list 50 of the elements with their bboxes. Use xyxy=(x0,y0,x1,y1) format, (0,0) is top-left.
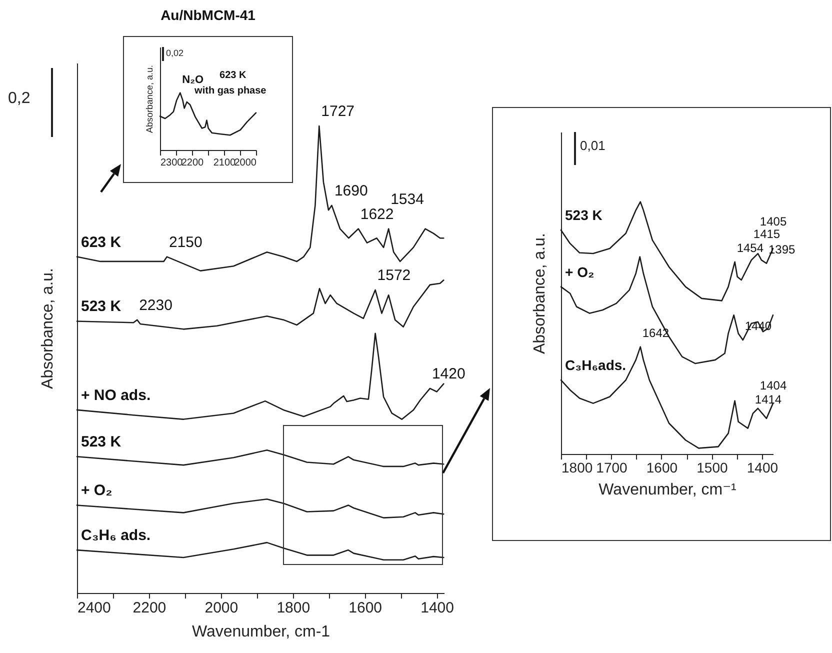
annotation: 1395 xyxy=(768,242,796,256)
annotation: 1572 xyxy=(377,266,411,284)
annotation: N₂O xyxy=(182,74,204,86)
x-tick-label: 1500 xyxy=(696,460,728,476)
x-tick-label: 2000 xyxy=(234,158,257,168)
x-tick-label: 1800 xyxy=(276,600,310,616)
x-tick-label: 1700 xyxy=(596,460,628,476)
x-tick-label: 1800 xyxy=(562,460,593,476)
annotation: 1420 xyxy=(432,365,466,382)
x-tick-label: 2100 xyxy=(213,158,236,168)
annotation: 1534 xyxy=(390,190,424,208)
series-label: + NO ads. xyxy=(81,386,151,404)
series-label: C₃H₆ads. xyxy=(565,357,626,374)
x-tick-label: 1400 xyxy=(420,600,454,616)
y-axis-title: Absorbance, a.u. xyxy=(144,64,154,134)
x-axis-title: Wavenumber, cm-1 xyxy=(192,624,330,640)
series-label: 523 K xyxy=(81,434,122,451)
series-label: 623 K xyxy=(81,234,122,251)
x-axis-title: Wavenumber, cm⁻¹ xyxy=(598,482,736,498)
annotation: 1405 xyxy=(760,214,787,229)
annotation: 1690 xyxy=(334,182,368,200)
text: 0,2 xyxy=(8,90,30,108)
annotation: 1454 xyxy=(736,240,764,255)
x-tick-label: 2200 xyxy=(132,600,166,616)
text: 0,01 xyxy=(580,138,606,153)
annotation: 2150 xyxy=(168,234,202,251)
chart-title: Au/NbMCM-41 xyxy=(160,7,256,23)
annotation: 1414 xyxy=(754,392,782,406)
series-label: 523 K xyxy=(565,207,602,224)
x-tick-label: 2200 xyxy=(181,158,204,168)
annotation: 1622 xyxy=(360,206,394,223)
x-tick-label: 1600 xyxy=(348,600,382,616)
series-label: 523 K xyxy=(81,298,122,316)
x-tick-label: 1400 xyxy=(746,460,778,476)
annotation: with gas phase xyxy=(194,85,267,96)
series-label: C₃H₆ ads. xyxy=(81,527,151,544)
text: 0,02 xyxy=(166,48,184,58)
series-label: + O₂ xyxy=(565,264,594,280)
annotation: 1404 xyxy=(760,378,787,392)
text: 623 K xyxy=(220,70,247,81)
x-tick-label: 2300 xyxy=(160,158,184,168)
x-tick-label: 2000 xyxy=(204,600,238,616)
y-axis-title: Absorbance, a.u. xyxy=(532,233,548,354)
x-tick-label: 2400 xyxy=(78,600,111,616)
x-tick-label: 1600 xyxy=(646,460,678,476)
annotation: 1727 xyxy=(321,103,355,120)
annotation: 2230 xyxy=(139,296,172,314)
y-axis-title: Absorbance, a.u. xyxy=(40,268,56,389)
annotation: 1415 xyxy=(753,227,780,242)
series-label: + O₂ xyxy=(81,482,112,500)
